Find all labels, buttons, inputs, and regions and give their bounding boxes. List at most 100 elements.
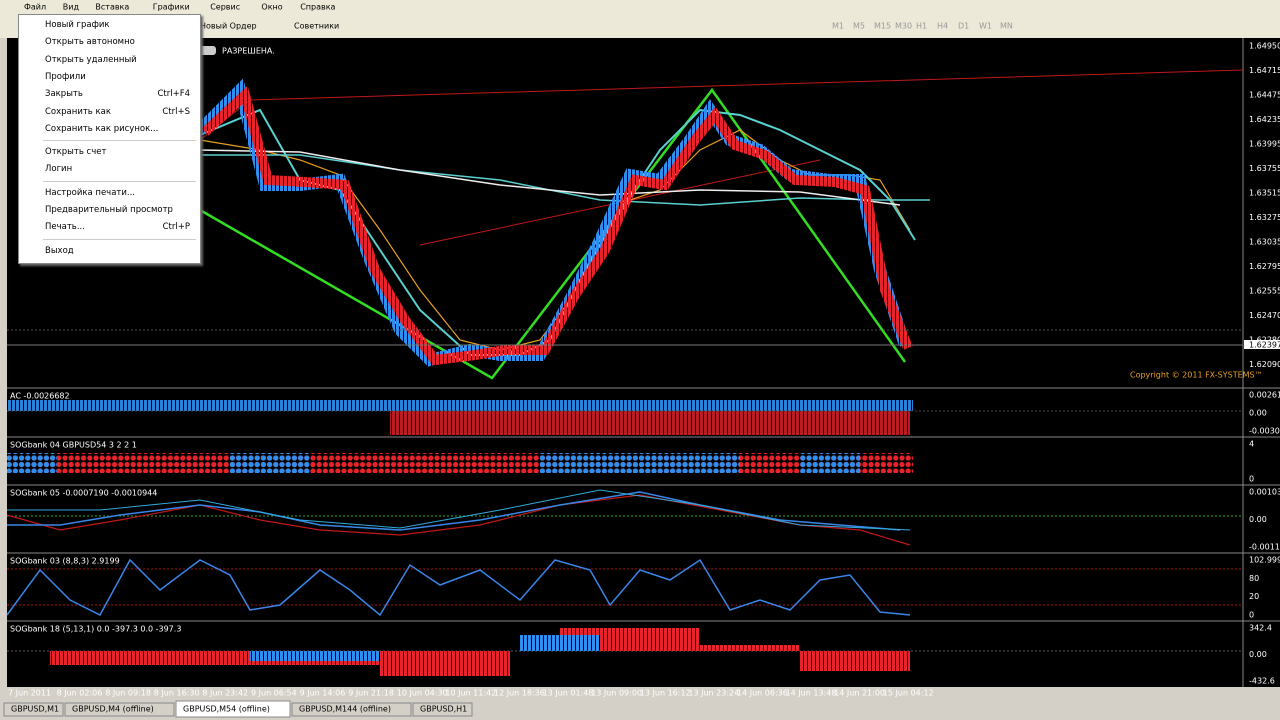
timeframe-button[interactable]: M15 (874, 22, 891, 31)
time-label: 8 Jun 16:30 (154, 689, 200, 698)
tab[interactable] (175, 700, 291, 718)
time-label: 9 Jun 14:06 (300, 689, 346, 698)
main-drawings (7, 69, 1244, 380)
tab[interactable] (412, 702, 473, 717)
file-menu-item[interactable]: Профили (19, 69, 200, 86)
pane-title: SOGbank 05 -0.0007190 -0.0010944 (10, 489, 157, 498)
menu-item[interactable]: Окно (261, 3, 282, 12)
menu-label[interactable]: Печать... (45, 222, 85, 233)
pane-scale-label: 0.00 (1249, 650, 1267, 659)
menu-label[interactable]: Закрыть (45, 89, 83, 100)
pane-scale-label: 80 (1249, 574, 1259, 583)
separator (43, 180, 196, 182)
file-menu-item[interactable]: Новый график (19, 17, 200, 34)
tab-label[interactable]: GBPUSD,H1 (420, 705, 467, 714)
price-label: 1.63755 (1249, 164, 1280, 173)
tab[interactable] (291, 702, 412, 717)
pane-scale-label: 20 (1249, 592, 1259, 601)
pane-scale-label: 0.001035 (1249, 488, 1280, 497)
timeframe-button[interactable]: M30 (895, 22, 912, 31)
tab[interactable] (64, 702, 175, 717)
timeframe-button[interactable]: M1 (832, 22, 844, 31)
file-menu-item[interactable]: Логин (19, 161, 200, 178)
separator (43, 140, 196, 142)
time-label: 9 Jun 06:54 (251, 689, 297, 698)
tab-label[interactable]: GBPUSD,M1 (11, 705, 59, 714)
menu-label[interactable]: Выход (45, 245, 74, 256)
file-menu-item[interactable]: Сохранить как рисунок... (19, 121, 200, 138)
separator (43, 238, 196, 240)
price-label: 1.62555 (1249, 287, 1280, 296)
menu-label[interactable]: Сохранить как (45, 106, 111, 117)
tab-label[interactable]: GBPUSD,M54 (offline) (183, 705, 270, 714)
menu-item[interactable]: Файл (24, 3, 46, 12)
menu-item[interactable]: Вставка (95, 3, 129, 12)
price-label: 1.64475 (1249, 91, 1280, 100)
pane-title: SOGbank 04 GBPUSD54 3 2 2 1 (10, 441, 137, 450)
timeframe-button[interactable]: W1 (979, 22, 992, 31)
menu-label[interactable]: Настройка печати... (45, 187, 135, 198)
pane-borders (7, 38, 1280, 687)
time-label: 15 Jun 04:12 (883, 689, 934, 698)
time-label: 13 Jun 09:00 (591, 689, 642, 698)
pane-scale-label: -0.00302 (1249, 427, 1280, 436)
file-menu-item[interactable]: Предварительный просмотр (19, 202, 200, 219)
timeframe-button[interactable]: M5 (853, 22, 865, 31)
tab-label[interactable]: GBPUSD,M4 (offline) (72, 705, 154, 714)
menu-label[interactable]: Открыть счет (45, 147, 107, 158)
timeframe-button[interactable]: D1 (958, 22, 969, 31)
menu-shortcut: Ctrl+F4 (157, 89, 190, 100)
menu-label[interactable]: Профили (45, 71, 86, 82)
toolbar-button[interactable]: Советники (294, 22, 339, 31)
price-label: 1.63995 (1249, 140, 1280, 149)
file-menu-item[interactable]: Открыть автономно (19, 34, 200, 51)
copyright: Copyright © 2011 FX-SYSTEMS™ (1130, 371, 1263, 380)
menu-label[interactable]: Логин (45, 164, 73, 175)
pane-scale-label: 4 (1249, 440, 1254, 449)
timeframe-button[interactable]: H1 (916, 22, 927, 31)
chart-area (7, 38, 1243, 687)
menu-label[interactable]: Новый график (45, 20, 110, 30)
time-label: 8 Jun 09:18 (105, 689, 151, 698)
menu-shortcut: Ctrl+P (162, 222, 190, 233)
file-menu-item[interactable]: Открыть удаленный (19, 52, 200, 69)
pane-title: SOGbank 18 (5,13,1) 0.0 -397.3 0.0 -397.… (10, 625, 181, 634)
pane-title: AC -0.0026682 (10, 392, 70, 401)
price-label: 1.62090 (1249, 360, 1280, 369)
time-label: 13 Jun 01:48 (543, 689, 594, 698)
time-label: 10 Jun 11:42 (445, 689, 496, 698)
file-menu-item[interactable]: Выход (19, 243, 200, 260)
price-label: 1.62795 (1249, 262, 1280, 271)
menu-label[interactable]: Предварительный просмотр (45, 205, 173, 215)
timeframe-button[interactable]: H4 (937, 22, 948, 31)
price-label: 1.64715 (1249, 66, 1280, 75)
menu-label[interactable]: Открыть удаленный (45, 54, 137, 65)
file-menu-item[interactable]: Закрыть Ctrl+F4 (19, 86, 200, 103)
time-label: 10 Jun 04:30 (397, 689, 448, 698)
pane-scale-label: 0 (1249, 475, 1254, 484)
menu-label[interactable]: Сохранить как рисунок... (45, 123, 159, 134)
timeframe-button[interactable]: MN (1000, 22, 1013, 31)
file-menu: Новый график Открыть автономно Открыть уда… (18, 14, 201, 264)
file-menu-item[interactable]: Настройка печати... (19, 185, 200, 202)
pane-scale-label: 102.9994 (1249, 556, 1280, 565)
pane-scale-label: 0.00 (1249, 409, 1267, 418)
file-menu-item[interactable]: Печать... Ctrl+P (19, 219, 200, 236)
time-label: 8 Jun 23:42 (202, 689, 248, 698)
menu-item[interactable]: Графики (153, 3, 190, 12)
tab-label[interactable]: GBPUSD,M144 (offline) (299, 705, 391, 714)
time-label: 8 Jun 02:06 (57, 689, 103, 698)
current-price-bg (1244, 340, 1280, 349)
price-axis (1243, 38, 1280, 687)
menu-item[interactable]: Справка (300, 3, 335, 12)
file-menu-item[interactable]: Открыть счет (19, 144, 200, 161)
tab[interactable] (3, 702, 64, 717)
menu-label[interactable]: Открыть автономно (45, 37, 135, 48)
price-label: 1.63515 (1249, 189, 1280, 198)
menu-item[interactable]: Вид (63, 3, 80, 12)
file-menu-item[interactable]: Сохранить как Ctrl+S (19, 104, 200, 121)
menu-item[interactable]: Сервис (210, 3, 240, 12)
badge: РАЗРЕШЕНА. (222, 47, 275, 56)
toolbar-button[interactable]: Новый Ордер (200, 22, 257, 31)
pane-scale-label: -0.00119 (1249, 543, 1280, 552)
